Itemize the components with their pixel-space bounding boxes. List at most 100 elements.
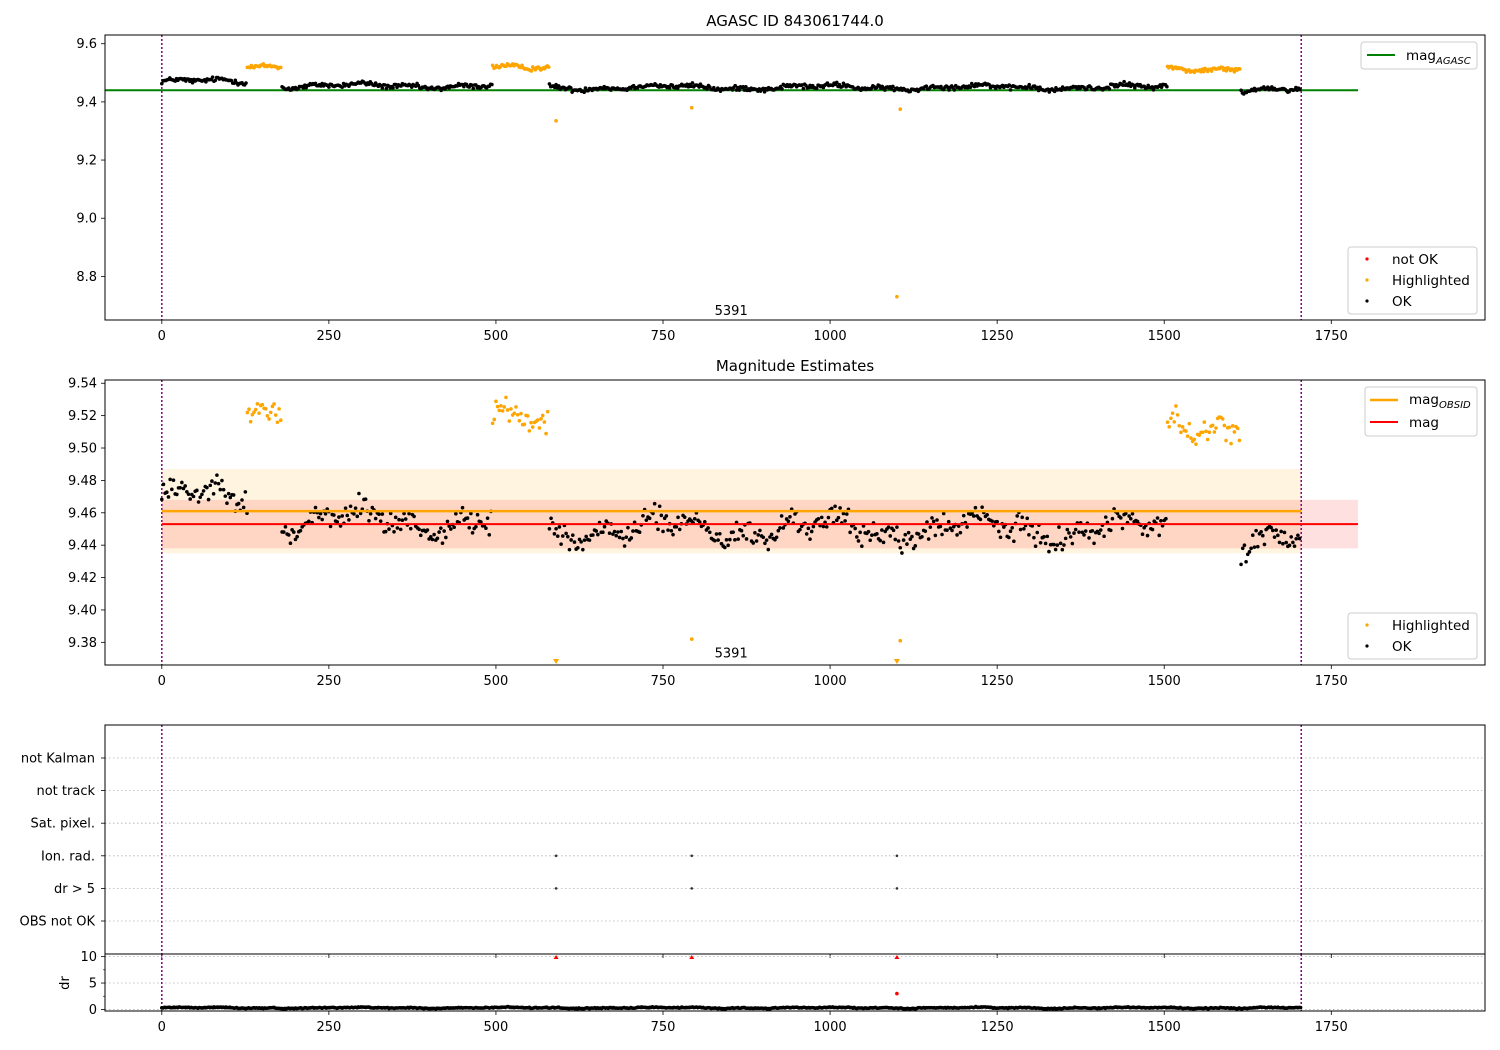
ok-point (1164, 516, 1168, 521)
ok-point (891, 84, 895, 89)
ok-point (647, 516, 652, 521)
ok-point (924, 84, 929, 88)
ok-point (1103, 515, 1108, 519)
flags-plot-area: not Kalman not track Sat. pixel. Ion. rad. d… (20, 725, 1485, 958)
ok-point (768, 535, 772, 539)
ok-point (898, 545, 903, 550)
ok-point (905, 542, 909, 546)
dr-panel: 0 250 500 750 1000 1250 1500 1750 0 5 10 dr (58, 950, 1486, 1035)
ok-point (1133, 86, 1137, 90)
ok-point (958, 530, 963, 535)
ok-point (343, 506, 348, 510)
x-tick-label: 1750 (1315, 1020, 1348, 1035)
ok-point (484, 526, 488, 531)
magnitude-axes-frame (104, 379, 1486, 666)
ok-point (576, 546, 580, 550)
highlighted-point (1189, 436, 1193, 440)
ok-point (621, 536, 625, 541)
y-tick-label: 10 (80, 950, 97, 965)
ok-point (758, 528, 762, 533)
ok-point (705, 87, 709, 91)
ok-point (739, 528, 744, 533)
highlighted-point (530, 425, 535, 429)
y-tick-label: 9.48 (68, 474, 97, 489)
ok-point (726, 543, 730, 548)
ok-point (763, 541, 767, 546)
highlighted-point (1204, 429, 1208, 434)
ok-point (469, 511, 473, 516)
ok-point (579, 540, 583, 544)
ok-point (358, 511, 363, 516)
ok-point (328, 524, 333, 529)
ok-point (829, 506, 834, 511)
highlighted-point (529, 420, 533, 425)
ok-point (1097, 531, 1101, 536)
highlighted-point (689, 105, 694, 110)
ok-point (980, 505, 984, 509)
ok-point (971, 514, 976, 518)
ok-point (631, 83, 636, 88)
ok-point (1068, 535, 1073, 539)
y-tick-label: 9.54 (68, 377, 97, 392)
ok-point (875, 532, 879, 536)
ok-point (987, 82, 991, 87)
highlighted-point (1177, 423, 1182, 428)
ok-point (178, 486, 182, 490)
ok-point (582, 90, 586, 94)
ok-point (244, 81, 248, 85)
highlighted-point (265, 413, 270, 418)
highlighted-point (554, 118, 558, 123)
ok-point (408, 526, 413, 531)
highlighted-point (273, 413, 278, 417)
ok-point (1045, 534, 1050, 539)
ok-point (1047, 549, 1051, 554)
x-tick-label: 750 (651, 1020, 676, 1035)
flag-point (690, 887, 694, 890)
x-tick-label: 1500 (1148, 329, 1181, 344)
ok-point (1015, 514, 1020, 518)
ok-point (1067, 531, 1071, 535)
ok-point (671, 532, 675, 537)
highlighted-point (1224, 438, 1228, 443)
highlighted-point (509, 407, 513, 411)
y-tick-label: 9.6 (76, 37, 97, 52)
ok-point (447, 524, 451, 528)
ok-point (347, 518, 351, 522)
ok-point (181, 486, 186, 491)
ok-point (291, 530, 296, 534)
ok-point (479, 520, 483, 524)
flag-point (554, 887, 558, 890)
ok-point (624, 535, 629, 539)
ok-point (1157, 533, 1162, 538)
x-tick-label: 1250 (981, 1020, 1014, 1035)
ok-point (834, 80, 839, 85)
ok-point (814, 86, 819, 91)
highlighted-point (1174, 404, 1178, 408)
ok-point (733, 538, 737, 542)
highlighted-point (1200, 430, 1205, 435)
ok-point (1038, 540, 1043, 545)
highlighted-point (515, 412, 520, 417)
ok-point (741, 533, 746, 538)
flag-point (895, 887, 899, 890)
highlighted-point (257, 411, 261, 415)
agasc-line-legend: magAGASC (1360, 41, 1478, 70)
ok-point (911, 546, 916, 551)
highlighted-point (522, 422, 527, 427)
ok-point (1120, 526, 1125, 531)
highlighted-point (1202, 420, 1207, 424)
ok-point (1277, 540, 1282, 545)
highlighted-point (895, 294, 899, 299)
y-tick-label: 9.50 (68, 442, 97, 457)
ok-point (288, 541, 293, 546)
highlighted-point (278, 418, 283, 423)
ok-point (774, 535, 779, 540)
ok-point (1129, 516, 1133, 521)
ok-point (233, 78, 238, 83)
ok-point (283, 525, 288, 529)
ok-point (940, 532, 944, 537)
highlighted-point (1220, 417, 1225, 421)
y-tick-label: 9.46 (68, 506, 97, 521)
ok-point (744, 537, 749, 541)
ok-point (340, 85, 345, 89)
